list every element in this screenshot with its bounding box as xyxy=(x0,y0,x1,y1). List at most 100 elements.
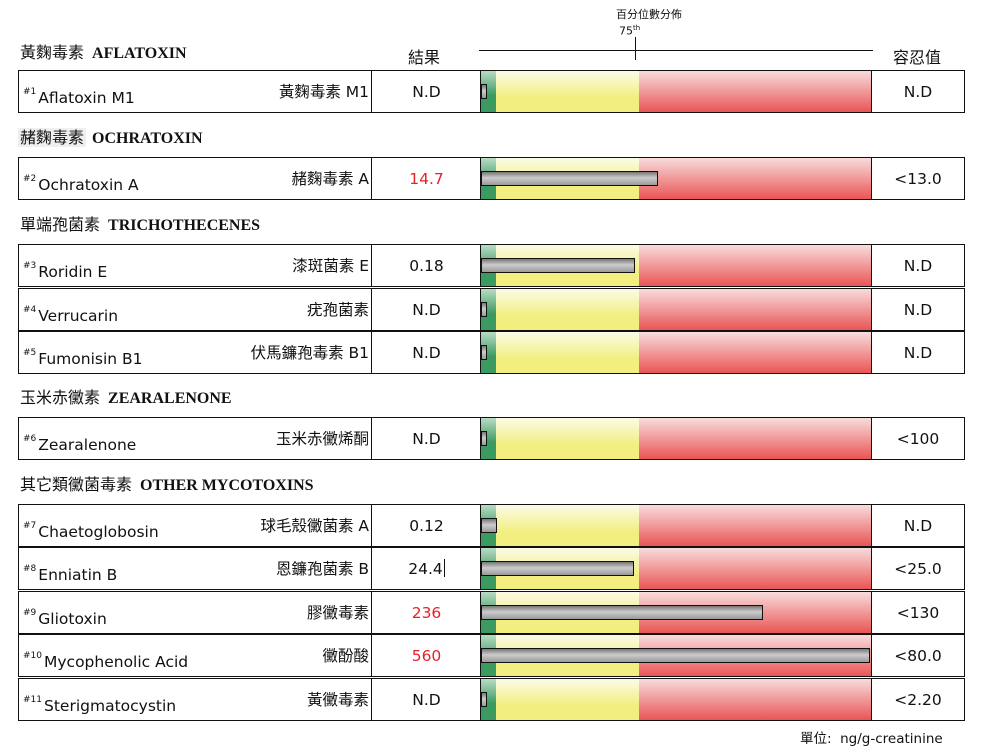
level-bar xyxy=(481,648,870,663)
result-value: N.D xyxy=(412,430,441,448)
tolerance-value: N.D xyxy=(903,517,933,535)
text-caret xyxy=(443,559,445,577)
level-bar xyxy=(481,258,635,273)
level-bar xyxy=(481,302,487,317)
result-cell: 236 xyxy=(371,592,481,633)
section-title-zh: 玉米赤黴素 xyxy=(20,388,101,407)
result-cell: 14.7 xyxy=(371,158,481,199)
level-bar xyxy=(481,692,487,707)
percentile-bar xyxy=(480,245,872,286)
section-title-en: OCHRATOXIN xyxy=(92,130,203,147)
percentile-bar xyxy=(480,158,872,199)
zone-green xyxy=(481,289,496,330)
percentile-axis-line xyxy=(479,50,873,51)
section-header: 其它類黴菌毒素 OTHER MYCOTOXINS xyxy=(18,474,314,496)
zone-yellow xyxy=(496,289,639,330)
analyte-name-cell: #3 Roridin E xyxy=(23,245,107,294)
zone-red xyxy=(639,71,871,112)
result-value: 14.7 xyxy=(409,170,444,188)
analyte-name-cell: #10 Mycophenolic Acid xyxy=(23,635,188,684)
section-header: 黃麴毒素 AFLATOXIN xyxy=(18,42,187,64)
percentile-bar xyxy=(480,592,872,633)
analyte-name-cell: #6 Zearalenone xyxy=(23,418,136,467)
analyte-name: Sterigmatocystin xyxy=(44,697,177,715)
analyte-name-cell: #8 Enniatin B xyxy=(23,548,117,597)
result-value: N.D xyxy=(412,301,441,319)
analyte-number: #2 xyxy=(23,174,37,184)
analyte-name-cell: #7 Chaetoglobosin xyxy=(23,505,159,554)
result-cell: 24.4 xyxy=(371,548,481,589)
percentile-bar xyxy=(480,418,872,459)
result-cell: 0.12 xyxy=(371,505,481,546)
analyte-number: #3 xyxy=(23,261,37,271)
result-cell: 0.18 xyxy=(371,245,481,286)
zone-red xyxy=(639,505,871,546)
tolerance-value: <130 xyxy=(896,604,940,622)
section-title-zh: 黃麴毒素 xyxy=(20,43,85,62)
result-header: 結果 xyxy=(408,48,441,67)
tolerance-value: <80.0 xyxy=(894,647,942,665)
analyte-name-zh: 玉米赤黴烯酮 xyxy=(275,430,369,448)
table-row: #7 Chaetoglobosin 球毛殼黴菌素 A 0.12 N.D xyxy=(18,504,965,547)
tolerance-value: <25.0 xyxy=(894,560,942,578)
analyte-name: Zearalenone xyxy=(38,436,137,454)
analyte-name-zh: 漆斑菌素 E xyxy=(292,257,369,275)
tolerance-value: N.D xyxy=(903,83,933,101)
analyte-name-zh: 黴酚酸 xyxy=(322,647,369,665)
result-cell: N.D xyxy=(371,418,481,459)
result-cell: N.D xyxy=(371,289,481,330)
result-cell: N.D xyxy=(371,332,481,373)
section-header: 單端孢菌素 TRICHOTHECENES xyxy=(18,214,260,236)
section-header: 赭麴毒素 OCHRATOXIN xyxy=(18,127,203,149)
result-cell: 560 xyxy=(371,635,481,676)
result-value: 0.18 xyxy=(409,257,444,275)
analyte-name-cell: #11 Sterigmatocystin xyxy=(23,679,176,728)
analyte-name: Gliotoxin xyxy=(38,610,107,628)
analyte-name-zh: 恩鐮孢菌素 B xyxy=(275,560,369,578)
analyte-name-zh: 疣孢菌素 xyxy=(306,301,369,319)
result-value: 236 xyxy=(411,604,442,622)
level-bar xyxy=(481,345,487,360)
analyte-name-zh: 伏馬鐮孢毒素 B1 xyxy=(250,344,369,362)
section-title-en: AFLATOXIN xyxy=(92,45,187,62)
tolerance-value: N.D xyxy=(903,257,933,275)
percentile-bar xyxy=(480,679,872,720)
analyte-name-zh: 膠黴毒素 xyxy=(306,604,369,622)
tolerance-value: <2.20 xyxy=(894,691,942,709)
analyte-name: Enniatin B xyxy=(38,566,118,584)
section-title-en: TRICHOTHECENES xyxy=(108,217,261,234)
zone-red xyxy=(639,158,871,199)
result-value: N.D xyxy=(412,83,441,101)
zone-green xyxy=(481,71,496,112)
analyte-number: #8 xyxy=(23,564,37,574)
analyte-name-cell: #4 Verrucarin xyxy=(23,289,118,338)
result-value: 24.4 xyxy=(408,560,443,578)
analyte-number: #11 xyxy=(23,695,42,705)
analyte-number: #6 xyxy=(23,434,37,444)
table-row: #11 Sterigmatocystin 黃黴毒素 N.D <2.20 xyxy=(18,678,965,721)
unit-label: 單位: ng/g-creatinine xyxy=(800,731,943,747)
analyte-name: Chaetoglobosin xyxy=(38,523,159,541)
section-title-en: ZEARALENONE xyxy=(108,390,232,407)
tolerance-header: 容忍值 xyxy=(893,48,942,67)
level-bar xyxy=(481,518,497,533)
table-row: #9 Gliotoxin 膠黴毒素 236 <130 xyxy=(18,591,965,634)
percentile-bar xyxy=(480,332,872,373)
result-value: N.D xyxy=(412,691,441,709)
tolerance-value: <13.0 xyxy=(894,170,942,188)
level-bar xyxy=(481,171,658,186)
analyte-number: #4 xyxy=(23,305,37,315)
analyte-number: #5 xyxy=(23,348,37,358)
level-bar xyxy=(481,431,487,446)
percentile-bar xyxy=(480,289,872,330)
analyte-name-cell: #1 Aflatoxin M1 xyxy=(23,71,135,120)
result-value: 560 xyxy=(411,647,442,665)
percentile-bar xyxy=(480,635,872,676)
analyte-name: Fumonisin B1 xyxy=(38,350,143,368)
analyte-number: #9 xyxy=(23,608,37,618)
percentile-mark: 75th xyxy=(619,24,640,38)
zone-red xyxy=(639,245,871,286)
result-value: N.D xyxy=(412,344,441,362)
analyte-name-zh: 黃麴毒素 M1 xyxy=(278,83,369,101)
table-row: #1 Aflatoxin M1 黃麴毒素 M1 N.D N.D xyxy=(18,70,965,113)
